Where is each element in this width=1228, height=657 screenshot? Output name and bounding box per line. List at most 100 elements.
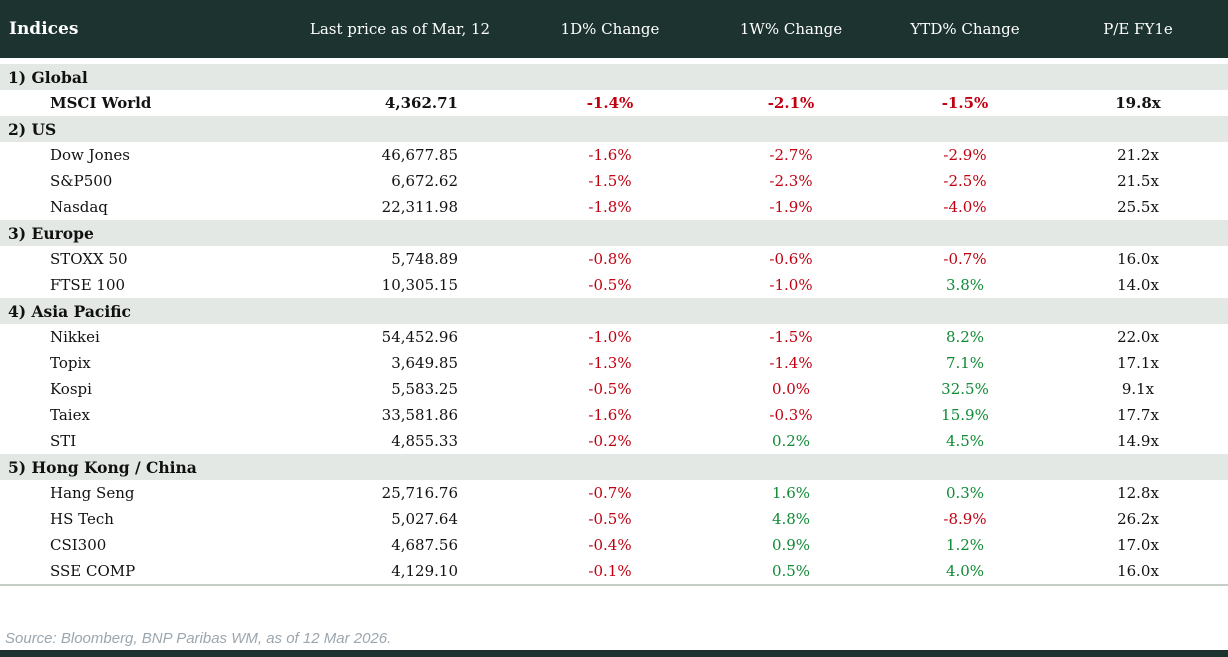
index-name: HS Tech	[50, 510, 114, 528]
section-label: 4) Asia Pacific	[0, 298, 1228, 324]
pe-value: 16.0x	[1048, 558, 1228, 586]
1d-change-value: -1.3%	[588, 354, 632, 372]
1d-change-value: -1.8%	[588, 198, 632, 216]
column-header-indices: Indices	[0, 0, 280, 64]
ytd-change-value: 4.5%	[945, 432, 985, 450]
index-row: FTSE 100 10,305.15 -0.5% -1.0% 3.8% 14.0x	[0, 272, 1228, 298]
1d-change-value: -0.1%	[520, 558, 700, 586]
index-name: Nikkei	[50, 328, 100, 346]
source-note: Source: Bloomberg, BNP Paribas WM, as of…	[5, 630, 392, 647]
index-name: Kospi	[50, 380, 92, 398]
column-header-last-price: Last price as of Mar, 12	[280, 0, 520, 64]
index-row: Nikkei 54,452.96 -1.0% -1.5% 8.2% 22.0x	[0, 324, 1228, 350]
1w-change-value: 0.5%	[700, 558, 882, 586]
section-row: 3) Europe	[0, 220, 1228, 246]
ytd-change-value: -8.9%	[943, 510, 987, 528]
pe-value: 14.0x	[1117, 276, 1159, 294]
index-name: FTSE 100	[50, 276, 126, 294]
table-body: 1) Global MSCI World 4,362.71 -1.4% -2.1% -1.…	[0, 61, 1228, 586]
1w-change-value: -1.9%	[769, 198, 813, 216]
index-name: Hang Seng	[50, 484, 135, 502]
index-row: Dow Jones 46,677.85 -1.6% -2.7% -2.9% 21.2x	[0, 142, 1228, 168]
pe-value: 16.0x	[1117, 250, 1159, 268]
1w-change-value: -0.3%	[769, 406, 813, 424]
pe-value: 14.9x	[1117, 432, 1159, 450]
1d-change-value: -1.5%	[588, 172, 632, 190]
pe-value: 25.5x	[1117, 198, 1159, 216]
ytd-change-value: 15.9%	[941, 406, 989, 424]
ytd-change-value: -4.0%	[943, 198, 987, 216]
1d-change-value: -0.2%	[588, 432, 632, 450]
last-price-value: 4,362.71	[384, 94, 458, 112]
index-row: MSCI World 4,362.71 -1.4% -2.1% -1.5% 19.8x	[0, 90, 1228, 116]
last-price-value: 6,672.62	[391, 172, 458, 190]
pe-value: 17.0x	[1117, 536, 1159, 554]
ytd-change-value: -2.9%	[943, 146, 987, 164]
1w-change-value: -1.4%	[769, 354, 813, 372]
column-header-pe-fy1e: P/E FY1e	[1048, 0, 1228, 64]
section-row: 5) Hong Kong / China	[0, 454, 1228, 480]
ytd-change-value: 3.8%	[945, 276, 985, 294]
last-price-value: 4,855.33	[391, 432, 458, 450]
last-price-value: 4,129.10	[280, 558, 520, 586]
bottom-accent-bar	[0, 650, 1228, 657]
section-row: 4) Asia Pacific	[0, 298, 1228, 324]
1w-change-value: 4.8%	[771, 510, 811, 528]
index-row: STI 4,855.33 -0.2% 0.2% 4.5% 14.9x	[0, 428, 1228, 454]
1d-change-value: -0.5%	[588, 380, 632, 398]
indices-table: Indices Last price as of Mar, 12 1D% Cha…	[0, 0, 1228, 586]
ytd-change-value: 0.3%	[945, 484, 985, 502]
index-row: STOXX 50 5,748.89 -0.8% -0.6% -0.7% 16.0x	[0, 246, 1228, 272]
index-row: HS Tech 5,027.64 -0.5% 4.8% -8.9% 26.2x	[0, 506, 1228, 532]
ytd-change-value: -1.5%	[941, 94, 989, 112]
section-label: 1) Global	[0, 61, 1228, 90]
index-name: Nasdaq	[50, 198, 108, 216]
last-price-value: 46,677.85	[381, 146, 458, 164]
pe-value: 22.0x	[1117, 328, 1159, 346]
1w-change-value: -1.5%	[769, 328, 813, 346]
ytd-change-value: 8.2%	[945, 328, 985, 346]
column-header-1d-change: 1D% Change	[520, 0, 700, 64]
ytd-change-value: 1.2%	[945, 536, 985, 554]
1d-change-value: -0.7%	[588, 484, 632, 502]
last-price-value: 5,027.64	[391, 510, 458, 528]
1d-change-value: -1.6%	[588, 146, 632, 164]
index-row: CSI300 4,687.56 -0.4% 0.9% 1.2% 17.0x	[0, 532, 1228, 558]
pe-value: 17.1x	[1117, 354, 1159, 372]
1d-change-value: -1.4%	[586, 94, 634, 112]
section-label: 3) Europe	[0, 220, 1228, 246]
index-row: Topix 3,649.85 -1.3% -1.4% 7.1% 17.1x	[0, 350, 1228, 376]
ytd-change-value: 7.1%	[945, 354, 985, 372]
index-name: S&P500	[50, 172, 113, 190]
ytd-change-value: -0.7%	[943, 250, 987, 268]
1d-change-value: -1.6%	[588, 406, 632, 424]
pe-value: 26.2x	[1117, 510, 1159, 528]
ytd-change-value: 4.0%	[882, 558, 1048, 586]
pe-value: 21.5x	[1117, 172, 1159, 190]
pe-value: 17.7x	[1117, 406, 1159, 424]
index-name: SSE COMP	[0, 558, 280, 586]
1d-change-value: -0.5%	[588, 510, 632, 528]
pe-value: 21.2x	[1117, 146, 1159, 164]
section-label: 5) Hong Kong / China	[0, 454, 1228, 480]
index-name: Topix	[50, 354, 91, 372]
index-row: Nasdaq 22,311.98 -1.8% -1.9% -4.0% 25.5x	[0, 194, 1228, 220]
last-price-value: 25,716.76	[381, 484, 458, 502]
pe-value: 19.8x	[1115, 94, 1161, 112]
last-price-value: 22,311.98	[381, 198, 458, 216]
index-row: Hang Seng 25,716.76 -0.7% 1.6% 0.3% 12.8x	[0, 480, 1228, 506]
1d-change-value: -0.4%	[588, 536, 632, 554]
index-name: Taiex	[50, 406, 90, 424]
last-price-value: 3,649.85	[391, 354, 458, 372]
1w-change-value: -0.6%	[769, 250, 813, 268]
1w-change-value: 0.9%	[771, 536, 811, 554]
last-price-value: 33,581.86	[381, 406, 458, 424]
last-price-value: 5,748.89	[391, 250, 458, 268]
column-header-ytd-change: YTD% Change	[882, 0, 1048, 64]
index-name: STI	[50, 432, 77, 450]
1d-change-value: -0.8%	[588, 250, 632, 268]
index-name: CSI300	[50, 536, 107, 554]
1d-change-value: -0.5%	[588, 276, 632, 294]
1w-change-value: 0.0%	[771, 380, 811, 398]
